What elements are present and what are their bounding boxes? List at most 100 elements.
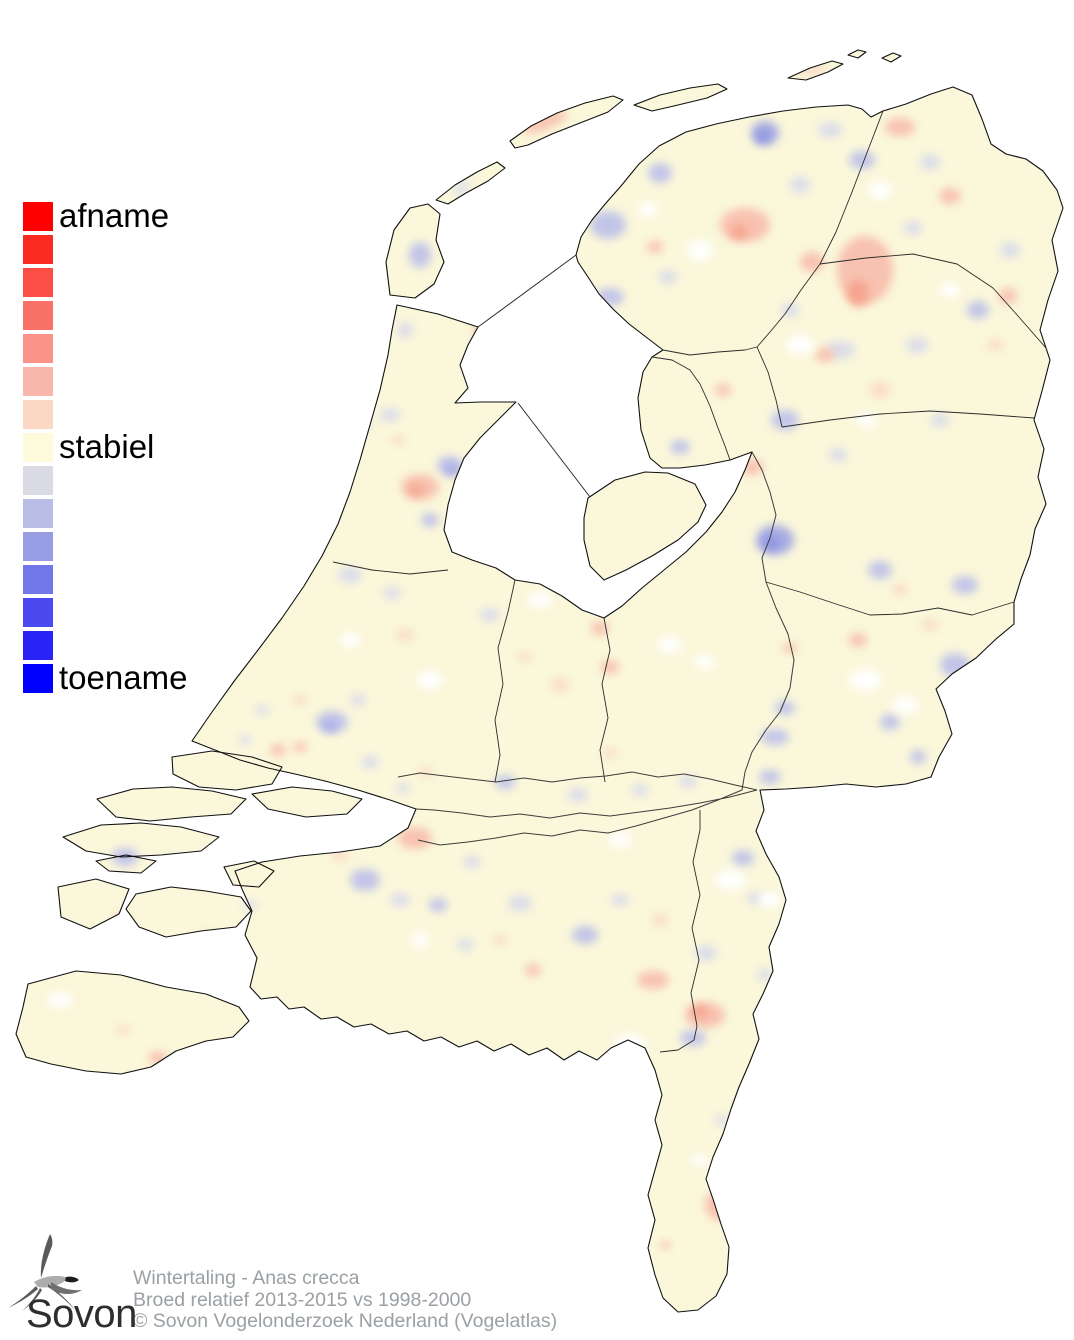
trend-blob-r2 (591, 621, 609, 635)
trend-blob-r2 (194, 873, 212, 887)
trend-blob-r2 (121, 936, 143, 954)
trend-blob-b1 (611, 894, 629, 906)
trend-blob-b1 (763, 1052, 779, 1064)
province-borders (332, 110, 1047, 1053)
trend-blob-b4 (756, 131, 770, 143)
trend-blob-b2 (775, 701, 795, 715)
land-fill-layer (16, 50, 1063, 1312)
trend-blob-b2 (495, 775, 515, 789)
trend-blob-b2 (868, 561, 892, 579)
no-data-patch (692, 1154, 708, 1166)
trend-blob-b1 (829, 448, 847, 462)
trend-blob-b1 (453, 180, 471, 196)
no-data-patch (411, 933, 429, 947)
trend-blob-r2 (647, 241, 663, 253)
ameland-land (634, 84, 727, 111)
trend-blob-r2 (637, 971, 669, 989)
no-data-patch (892, 696, 918, 714)
trend-blob-b1 (338, 567, 362, 583)
trend-blob-r2 (464, 489, 486, 505)
trend-blob-b2 (952, 576, 978, 594)
trend-blob-b1 (632, 784, 648, 796)
trend-blob-r3 (730, 225, 748, 239)
trend-blob-b1 (757, 969, 773, 981)
goeree-land (97, 787, 246, 821)
trend-blob-r2 (939, 188, 961, 204)
trend-blob-b1 (243, 900, 257, 910)
trend-blob-b1 (480, 608, 500, 622)
no-data-patch (528, 592, 552, 608)
trend-blob-b3 (323, 721, 337, 731)
no-data-patch (940, 282, 960, 298)
trend-blob-b1 (659, 270, 677, 284)
trend-blob-r2 (885, 118, 915, 136)
trend-blob-b2 (849, 151, 875, 169)
trend-blob-b1 (361, 756, 379, 768)
trend-blob-b2 (572, 926, 598, 944)
no-data-patch (715, 870, 745, 890)
trend-blob-b2 (596, 288, 624, 306)
trend-blob-r1 (651, 914, 669, 926)
trend-blob-b1 (906, 337, 928, 353)
trend-blob-b1 (715, 1115, 729, 1125)
trend-blob-r2 (660, 1241, 670, 1249)
trend-blob-b1 (904, 221, 922, 235)
trend-blob-b1 (255, 705, 269, 715)
trend-blob-r2 (849, 633, 867, 647)
trend-blob-b1 (463, 856, 481, 868)
no-data-patch (639, 202, 657, 218)
trend-blob-b3 (444, 464, 460, 476)
no-data-patch (417, 671, 443, 689)
trend-blob-r2 (800, 252, 824, 272)
trend-blob-b2 (761, 729, 789, 745)
no-data-patch (340, 633, 360, 647)
trend-blob-r3 (692, 1006, 708, 1018)
trend-blob-r1 (892, 584, 908, 596)
trend-blob-r2 (398, 827, 432, 849)
trend-blob-b2 (648, 163, 672, 183)
trend-blob-r1 (396, 629, 414, 641)
trend-blob-r1 (987, 339, 1003, 351)
trend-blob-r1 (551, 678, 569, 692)
trend-blob-b1 (575, 200, 591, 214)
trend-blob-r2 (999, 288, 1017, 304)
trend-blob-b2 (670, 440, 690, 454)
zvlaanderen-land (16, 971, 249, 1074)
no-data-patch (687, 240, 713, 260)
trend-blob-r1 (922, 619, 938, 631)
trend-blob-b2 (590, 211, 626, 239)
trend-blob-r2 (815, 348, 835, 362)
trend-blob-b1 (920, 154, 940, 170)
trend-blob-b2 (429, 898, 447, 912)
trend-blob-r2 (270, 744, 286, 756)
trend-blob-b1 (931, 413, 949, 427)
trend-blob-r1 (418, 767, 432, 777)
caption-copyright: © Sovon Vogelonderzoek Nederland (Vogela… (133, 1310, 558, 1332)
trend-blob-r1 (116, 1025, 130, 1035)
trend-blob-b2 (680, 1030, 706, 1046)
trend-blob-b1 (396, 783, 410, 793)
no-data-patch (609, 832, 631, 848)
trend-blob-b1 (161, 856, 179, 868)
trend-blob-b1 (457, 939, 473, 951)
trend-blob-b2 (771, 410, 799, 430)
trend-blob-r2 (705, 1189, 741, 1221)
afsluitdijk-houtribdijk-lines (477, 254, 591, 498)
sovon-logo-text: Sovon (26, 1292, 137, 1336)
trend-blob-r1 (113, 912, 129, 924)
no-data-patch (849, 669, 881, 691)
trend-blob-r1 (552, 539, 568, 551)
trend-blob-r1 (952, 728, 964, 738)
walcheren-land (58, 879, 129, 929)
no-data-patch (868, 181, 892, 199)
trend-blob-r1 (293, 695, 307, 705)
trend-blob-b1 (747, 892, 763, 904)
trend-blob-r2 (525, 964, 541, 976)
trend-blob-b2 (409, 242, 431, 268)
trend-blob-r2 (783, 643, 797, 653)
trend-blob-b1 (679, 776, 697, 788)
trend-blob-r1 (603, 748, 617, 758)
caption-species: Wintertaling - Anas crecca (133, 1267, 360, 1289)
main-land (192, 87, 1063, 1312)
